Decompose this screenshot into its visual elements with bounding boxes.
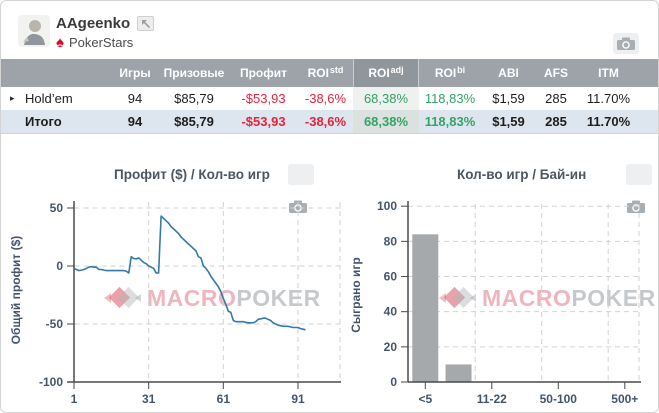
x-tick-label: 50-100 <box>540 392 578 406</box>
col-header-prizes[interactable]: Призовые <box>163 66 225 80</box>
external-link-icon[interactable] <box>137 16 155 31</box>
table-row-holdem[interactable]: ▸ Hold’em 94 $85,79 -$53,93 -38,6% 68,38% 118,8… <box>1 87 658 110</box>
bar-<5 <box>412 234 439 382</box>
cell-prizes: $85,79 <box>174 114 214 129</box>
camera-icon[interactable] <box>626 164 652 213</box>
cell-roi_adj: 68,38% <box>353 87 419 110</box>
cell-roi_adj: 68,38% <box>353 110 419 133</box>
network-row: ♠ PokerStars <box>56 35 133 50</box>
cell-afs: 285 <box>545 114 567 129</box>
y-tick-label: 50 <box>50 201 64 215</box>
col-header-roi_bi[interactable]: ROI bi <box>434 65 466 80</box>
y-tick-label: 0 <box>56 259 63 273</box>
cell-itm: 11.70% <box>586 114 631 129</box>
network-label: PokerStars <box>68 35 134 50</box>
row-label: Итого <box>25 114 62 129</box>
camera-icon[interactable] <box>288 164 314 213</box>
cell-profit: -$53,93 <box>241 114 286 129</box>
y-tick-label: 40 <box>384 305 398 319</box>
expand-arrow-icon[interactable]: ▸ <box>10 93 15 103</box>
y-tick-label: -100 <box>39 375 63 389</box>
col-header-roi_std[interactable]: ROI std <box>307 65 344 80</box>
x-tick-label: 61 <box>217 392 231 406</box>
x-tick-label: 1 <box>71 392 78 406</box>
cell-roi_std: -38,6% <box>304 114 347 129</box>
stats-table: Игры Призовые Профит ROI std ROI adj ROI bi ABI AF… <box>1 59 658 134</box>
x-tick-label: 11-22 <box>477 392 507 406</box>
y-tick-label: -50 <box>46 317 64 331</box>
buyin-bar-chart: 0 20 40 60 80 100 <5 11-22 50-100 500+ <box>377 199 641 406</box>
col-header-profit[interactable]: Профит <box>239 66 288 80</box>
cell-roi_bi: 118,83% <box>424 114 476 129</box>
cell-itm: 11.70% <box>586 91 631 106</box>
col-header-roi_adj[interactable]: ROI adj <box>353 59 419 87</box>
cell-profit: -$53,93 <box>241 91 286 106</box>
cell-afs: 285 <box>545 91 567 106</box>
row-label: Hold’em <box>25 91 73 106</box>
col-header-itm[interactable]: ITM <box>598 66 619 80</box>
chart-title: Кол-во игр / Бай-ин <box>457 167 587 182</box>
cell-roi_std: -38,6% <box>304 91 347 106</box>
cell-abi: $1,59 <box>492 114 525 129</box>
table-row-total: Итого 94 $85,79 -$53,93 -38,6% 68,38% 118,83% $… <box>1 110 658 134</box>
x-tick-label: 31 <box>142 392 156 406</box>
x-tick-label: 500+ <box>611 392 638 406</box>
col-header-afs[interactable]: AFS <box>544 66 568 80</box>
profit-line-chart: 50 0 -50 -100 1 31 61 91 <box>39 201 341 406</box>
cell-roi_bi: 118,83% <box>424 91 476 106</box>
col-header-abi[interactable]: ABI <box>498 66 519 80</box>
x-tick-label: 91 <box>291 392 305 406</box>
cell-prizes: $85,79 <box>174 91 214 106</box>
col-header-name <box>1 59 111 87</box>
y-tick-label: 100 <box>377 199 397 213</box>
profit-chart-panel: Профит ($) / Кол-во игр Общий профит ($)… <box>1 161 341 412</box>
profit-line <box>73 215 306 331</box>
x-tick-label: <5 <box>418 392 432 406</box>
y-tick-label: 20 <box>384 340 398 354</box>
camera-icon[interactable] <box>613 33 639 54</box>
cell-games: 94 <box>127 91 143 106</box>
cell-games: 94 <box>127 114 143 129</box>
y-tick-label: 80 <box>384 234 398 248</box>
table-header-row: Игры Призовые Профит ROI std ROI adj ROI bi ABI AF… <box>1 59 658 87</box>
pokerstars-spade-icon: ♠ <box>56 34 64 51</box>
cell-abi: $1,59 <box>492 91 525 106</box>
player-avatar <box>18 15 50 47</box>
y-tick-label: 0 <box>390 375 397 389</box>
chart-title: Профит ($) / Кол-во игр <box>114 167 270 182</box>
bar-5-10 <box>445 364 472 382</box>
y-tick-label: 60 <box>384 270 398 284</box>
buyin-chart-panel: Кол-во игр / Бай-ин Сыграно игр MACRO POK… <box>341 161 658 412</box>
col-header-games[interactable]: Игры <box>119 66 151 80</box>
player-name: AAgeenko <box>56 15 131 32</box>
